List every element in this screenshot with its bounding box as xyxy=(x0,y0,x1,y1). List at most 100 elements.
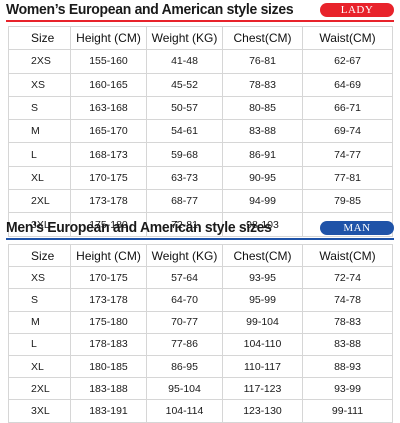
men-size-section: Men’s European and American style sizes … xyxy=(0,218,400,423)
measurement-cell: 64-70 xyxy=(146,288,223,312)
size-cell: 2XL xyxy=(8,377,71,401)
table-row: L 178-183 77-86 104-110 83-88 xyxy=(8,332,393,356)
man-badge: MAN xyxy=(320,221,394,235)
table-row: 2XL 173-178 68-77 94-99 79-85 xyxy=(8,189,393,214)
measurement-cell: 72-74 xyxy=(302,266,393,290)
lady-badge: LADY xyxy=(320,3,394,17)
women-size-table: Size Height (CM) Weight (KG) Chest(CM) W… xyxy=(8,25,393,237)
measurement-cell: 66-71 xyxy=(302,95,393,121)
size-cell: XS xyxy=(8,266,71,290)
measurement-cell: 183-191 xyxy=(70,399,147,423)
measurement-cell: 165-170 xyxy=(70,119,147,144)
table-row: S 163-168 50-57 80-85 66-71 xyxy=(8,95,393,121)
measurement-cell: 88-93 xyxy=(302,354,393,379)
table-row: 2XL 183-188 95-104 117-123 93-99 xyxy=(8,377,393,401)
measurement-cell: 93-99 xyxy=(302,377,393,401)
measurement-cell: 170-175 xyxy=(70,266,147,290)
measurement-cell: 94-99 xyxy=(222,189,303,214)
measurement-cell: 57-64 xyxy=(146,266,223,290)
measurement-cell: 117-123 xyxy=(222,377,303,401)
measurement-cell: 173-178 xyxy=(70,288,147,312)
measurement-cell: 45-52 xyxy=(146,72,223,97)
measurement-cell: 54-61 xyxy=(146,119,223,144)
header-cell: Size xyxy=(8,25,71,51)
size-cell: S xyxy=(8,288,71,312)
measurement-cell: 110-117 xyxy=(222,354,303,379)
size-cell: L xyxy=(8,142,71,167)
size-cell: 2XL xyxy=(8,189,71,214)
measurement-cell: 168-173 xyxy=(70,142,147,167)
header-cell: Height (CM) xyxy=(70,25,147,51)
header-cell: Chest(CM) xyxy=(222,25,303,51)
measurement-cell: 41-48 xyxy=(146,49,223,74)
measurement-cell: 99-104 xyxy=(222,310,303,334)
table-row: 2XS 155-160 41-48 76-81 62-67 xyxy=(8,49,393,74)
measurement-cell: 104-110 xyxy=(222,332,303,356)
size-cell: M xyxy=(8,310,71,334)
size-cell: 3XL xyxy=(8,212,71,237)
measurement-cell: 175-180 xyxy=(70,212,147,237)
measurement-cell: 78-83 xyxy=(222,72,303,97)
table-header-row: Size Height (CM) Weight (KG) Chest(CM) W… xyxy=(8,243,393,268)
measurement-cell: 99-111 xyxy=(302,399,393,423)
header-cell: Waist(CM) xyxy=(302,25,393,51)
measurement-cell: 155-160 xyxy=(70,49,147,74)
header-cell: Weight (KG) xyxy=(146,25,223,51)
table-row: L 168-173 59-68 86-91 74-77 xyxy=(8,142,393,167)
header-cell: Size xyxy=(8,243,71,268)
measurement-cell: 86-91 xyxy=(222,142,303,167)
size-cell: S xyxy=(8,95,71,121)
measurement-cell: 86-95 xyxy=(146,354,223,379)
measurement-cell: 64-69 xyxy=(302,72,393,97)
measurement-cell: 95-99 xyxy=(222,288,303,312)
men-size-table: Size Height (CM) Weight (KG) Chest(CM) W… xyxy=(8,243,393,423)
measurement-cell: 59-68 xyxy=(146,142,223,167)
measurement-cell: 78-83 xyxy=(302,310,393,334)
table-row: XS 170-175 57-64 93-95 72-74 xyxy=(8,266,393,290)
measurement-cell: 79-85 xyxy=(302,189,393,214)
measurement-cell: 70-77 xyxy=(146,310,223,334)
size-cell: 2XS xyxy=(8,49,71,74)
size-cell: 3XL xyxy=(8,399,71,423)
table-row: M 175-180 70-77 99-104 78-83 xyxy=(8,310,393,334)
women-size-section: Women’s European and American style size… xyxy=(0,0,400,237)
measurement-cell: 183-188 xyxy=(70,377,147,401)
measurement-cell: 74-77 xyxy=(302,142,393,167)
measurement-cell: 163-168 xyxy=(70,95,147,121)
size-cell: L xyxy=(8,332,71,356)
table-row: XL 170-175 63-73 90-95 77-81 xyxy=(8,165,393,191)
measurement-cell: 175-180 xyxy=(70,310,147,334)
women-size-title: Women’s European and American style size… xyxy=(6,1,294,18)
measurement-cell: 83-88 xyxy=(222,119,303,144)
measurement-cell: 123-130 xyxy=(222,399,303,423)
measurement-cell: 104-114 xyxy=(146,399,223,423)
measurement-cell: 77-86 xyxy=(146,332,223,356)
header-cell: Chest(CM) xyxy=(222,243,303,268)
men-divider xyxy=(6,238,394,240)
measurement-cell: 63-73 xyxy=(146,165,223,191)
measurement-cell: 50-57 xyxy=(146,95,223,121)
size-cell: XL xyxy=(8,354,71,379)
table-header-row: Size Height (CM) Weight (KG) Chest(CM) W… xyxy=(8,25,393,51)
header-cell: Weight (KG) xyxy=(146,243,223,268)
measurement-cell: 62-67 xyxy=(302,49,393,74)
measurement-cell: 74-78 xyxy=(302,288,393,312)
men-size-title: Men’s European and American style sizes xyxy=(6,219,272,236)
size-cell: XS xyxy=(8,72,71,97)
measurement-cell: 178-183 xyxy=(70,332,147,356)
size-cell: XL xyxy=(8,165,71,191)
measurement-cell: 95-104 xyxy=(146,377,223,401)
women-divider xyxy=(6,20,394,22)
table-row: S 173-178 64-70 95-99 74-78 xyxy=(8,288,393,312)
measurement-cell: 69-74 xyxy=(302,119,393,144)
measurement-cell: 93-95 xyxy=(222,266,303,290)
measurement-cell: 90-95 xyxy=(222,165,303,191)
measurement-cell: 173-178 xyxy=(70,189,147,214)
measurement-cell: 76-81 xyxy=(222,49,303,74)
measurement-cell: 98-103 xyxy=(222,212,303,237)
table-row: 3XL 183-191 104-114 123-130 99-111 xyxy=(8,399,393,423)
measurement-cell: 180-185 xyxy=(70,354,147,379)
measurement-cell: 170-175 xyxy=(70,165,147,191)
measurement-cell: 160-165 xyxy=(70,72,147,97)
